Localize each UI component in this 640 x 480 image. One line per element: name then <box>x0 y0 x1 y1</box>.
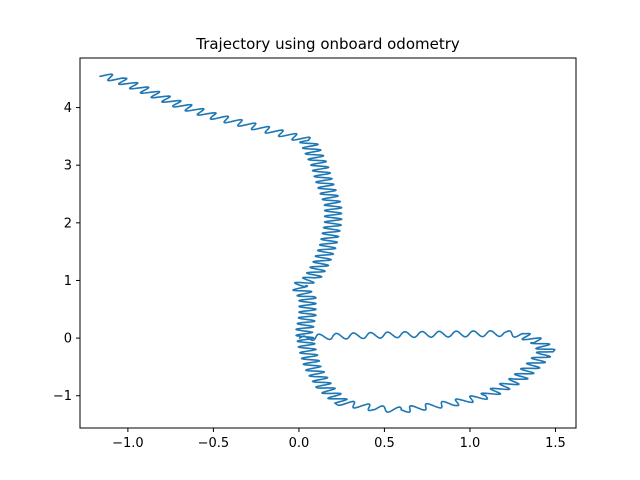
x-tick-label: 1.0 <box>460 436 481 451</box>
axes-frame <box>79 57 577 429</box>
y-tick-label: 2 <box>64 216 72 231</box>
plot-area <box>99 73 556 414</box>
x-tick-label: −0.5 <box>198 436 230 451</box>
y-tick-label: 1 <box>64 274 72 289</box>
chart-title: Trajectory using onboard odometry <box>195 35 460 53</box>
x-ticks: −1.0 −0.5 0.0 0.5 1.0 1.5 <box>112 428 566 451</box>
x-tick-label: 0.0 <box>289 436 310 451</box>
x-tick-label: −1.0 <box>112 436 144 451</box>
x-tick-label: 0.5 <box>374 436 395 451</box>
trajectory-line <box>99 73 556 414</box>
y-tick-label: 3 <box>64 159 72 174</box>
y-ticks: −1 0 1 2 3 4 <box>53 101 80 404</box>
y-tick-label: 0 <box>64 332 72 347</box>
x-tick-label: 1.5 <box>545 436 566 451</box>
y-tick-label: −1 <box>53 389 72 404</box>
y-tick-label: 4 <box>64 101 72 116</box>
